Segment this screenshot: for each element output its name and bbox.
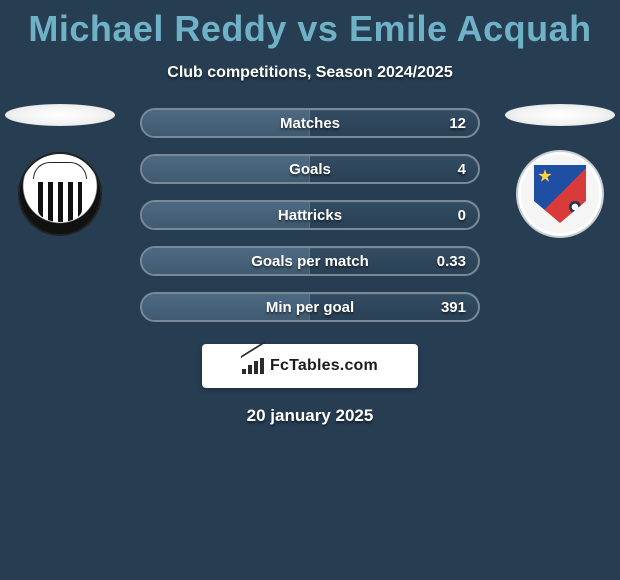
stat-value-right: 0.33 — [437, 248, 466, 274]
barrow-shield-icon — [534, 165, 586, 223]
player-photo-left — [5, 104, 115, 126]
brand-chart-icon — [242, 358, 264, 374]
stat-value-right: 12 — [449, 110, 466, 136]
brand-text: FcTables.com — [270, 357, 378, 375]
club-badge-left — [18, 152, 102, 236]
club-badge-right — [518, 152, 602, 236]
stat-value-right: 4 — [458, 156, 466, 182]
brand-box[interactable]: FcTables.com — [202, 344, 418, 388]
stat-bar-hattricks: Hattricks 0 — [140, 200, 480, 230]
grimsby-stripes-icon — [38, 182, 82, 222]
stat-label: Goals per match — [142, 248, 478, 274]
stat-label: Goals — [142, 156, 478, 182]
page-title: Michael Reddy vs Emile Acquah — [0, 0, 620, 50]
player-photo-right — [505, 104, 615, 126]
stat-bar-goals-per-match: Goals per match 0.33 — [140, 246, 480, 276]
comparison-arena: Matches 12 Goals 4 Hattricks 0 Goals per… — [0, 108, 620, 322]
stats-bars: Matches 12 Goals 4 Hattricks 0 Goals per… — [140, 108, 480, 322]
stat-bar-min-per-goal: Min per goal 391 — [140, 292, 480, 322]
stat-value-right: 0 — [458, 202, 466, 228]
stat-bar-goals: Goals 4 — [140, 154, 480, 184]
stat-label: Min per goal — [142, 294, 478, 320]
subtitle: Club competitions, Season 2024/2025 — [0, 64, 620, 82]
stat-bar-matches: Matches 12 — [140, 108, 480, 138]
stat-label: Matches — [142, 110, 478, 136]
date: 20 january 2025 — [0, 406, 620, 426]
stat-value-right: 391 — [441, 294, 466, 320]
stat-label: Hattricks — [142, 202, 478, 228]
